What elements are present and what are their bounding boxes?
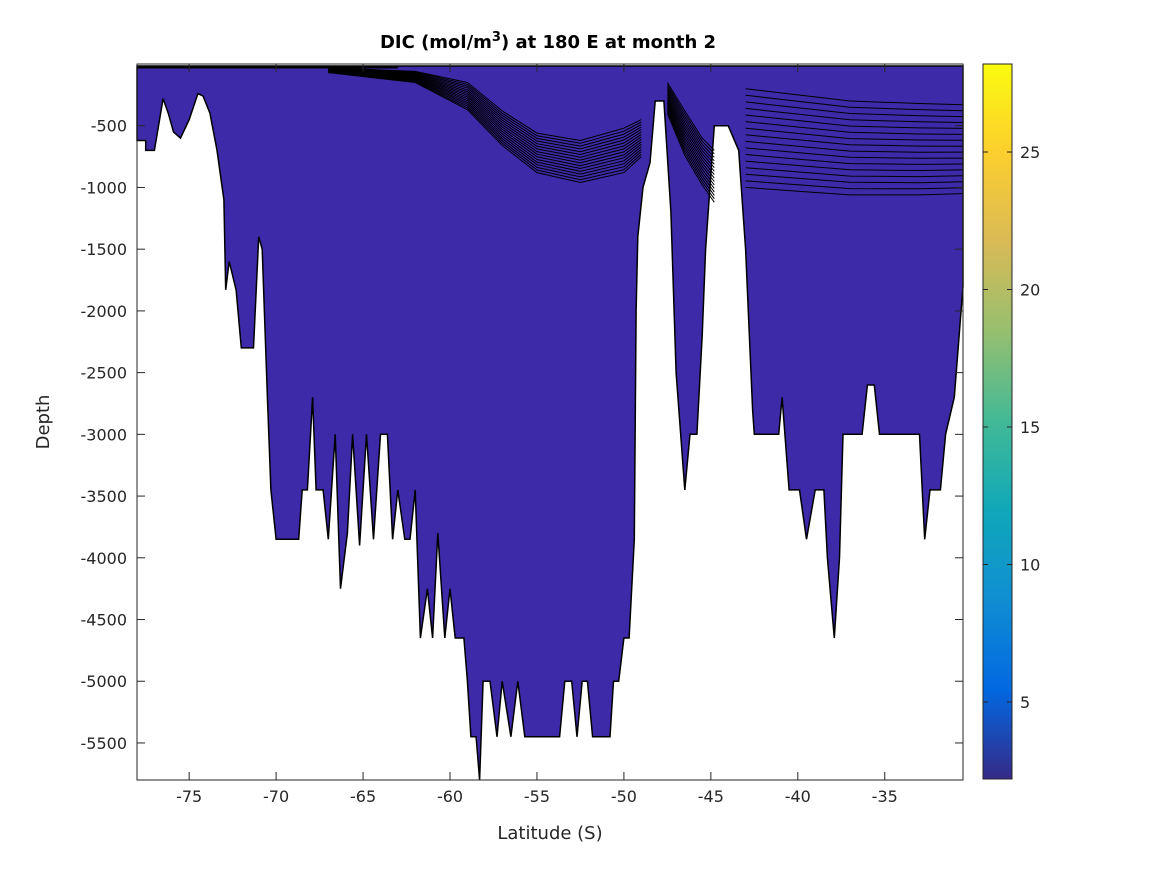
contour-line-east bbox=[745, 121, 964, 135]
y-tick-label: -500 bbox=[91, 117, 127, 136]
contour-line-middle bbox=[666, 113, 715, 203]
x-tick-label: -65 bbox=[350, 787, 376, 806]
contour-line-east bbox=[745, 147, 964, 159]
colorbar: 5 10 15 20 25 bbox=[982, 63, 1040, 780]
contour-line-middle bbox=[666, 111, 715, 200]
plot-area bbox=[136, 63, 964, 781]
y-tick-label: -2500 bbox=[81, 364, 128, 383]
title-text-before: DIC (mol/m bbox=[380, 32, 492, 53]
chart-title: DIC (mol/m3) at 180 E at month 2 bbox=[380, 30, 716, 53]
contour-line-west bbox=[328, 71, 642, 175]
title-text-after: ) at 180 E at month 2 bbox=[501, 32, 716, 53]
contour-line-east bbox=[745, 127, 964, 141]
y-tick-label: -3000 bbox=[81, 425, 128, 444]
contour-line-west bbox=[328, 69, 642, 161]
y-tick-label: -2000 bbox=[81, 302, 128, 321]
y-tick-label: -3500 bbox=[81, 487, 128, 506]
title-superscript: 3 bbox=[492, 30, 501, 45]
colorbar-tick-label: 20 bbox=[1020, 281, 1040, 300]
y-tick-label: -4000 bbox=[81, 549, 128, 568]
contour-line-middle bbox=[666, 98, 715, 179]
x-tick-label: -55 bbox=[524, 787, 550, 806]
y-tick-label: -5000 bbox=[81, 672, 128, 691]
colorbar-tick-label: 15 bbox=[1020, 418, 1040, 437]
x-axis: -75 -70 -65 -60 -55 -50 -45 -40 -35 bbox=[176, 64, 898, 806]
contour-line-middle bbox=[666, 104, 715, 189]
contour-line-west bbox=[328, 69, 642, 164]
contour-line-west bbox=[328, 71, 642, 181]
contour-line-east bbox=[745, 134, 964, 147]
contour-line-west bbox=[328, 72, 642, 184]
contour-line-west bbox=[328, 70, 642, 172]
colorbar-tick-label: 25 bbox=[1020, 143, 1040, 162]
x-tick-label: -40 bbox=[785, 787, 811, 806]
x-tick-label: -35 bbox=[872, 787, 898, 806]
contour-line-middle bbox=[666, 102, 715, 186]
contour-line-west bbox=[328, 67, 642, 147]
contour-line-middle bbox=[666, 106, 715, 193]
contour-line-east bbox=[745, 160, 964, 172]
ocean-fill-region bbox=[136, 65, 964, 781]
y-tick-label: -5500 bbox=[81, 734, 128, 753]
contour-line-middle bbox=[666, 88, 715, 162]
contour-line-west bbox=[328, 69, 642, 158]
y-axis-label: Depth bbox=[33, 395, 54, 450]
colorbar-tick-label: 5 bbox=[1020, 693, 1030, 712]
plot-frame bbox=[136, 63, 964, 781]
x-tick-label: -75 bbox=[176, 787, 202, 806]
y-tick-label: -1000 bbox=[81, 178, 128, 197]
contour-line-east bbox=[745, 186, 964, 196]
contour-line-west bbox=[328, 70, 642, 170]
contour-line-west bbox=[328, 71, 642, 178]
contour-line-west bbox=[328, 70, 642, 167]
y-axis: -500 -1000 -1500 -2000 -2500 -3000 -3500 -4000 -… bbox=[81, 117, 963, 753]
contour-line-west bbox=[328, 68, 642, 153]
contour-line-middle bbox=[666, 100, 715, 182]
x-tick-label: -45 bbox=[698, 787, 724, 806]
y-tick-label: -4500 bbox=[81, 611, 128, 630]
contour-line-middle bbox=[666, 94, 715, 172]
colorbar-tick-label: 10 bbox=[1020, 556, 1040, 575]
contour-line-middle bbox=[666, 82, 715, 151]
contour-line-middle bbox=[666, 92, 715, 169]
colorbar-ticks: 5 10 15 20 25 bbox=[983, 143, 1040, 712]
contour-line-east bbox=[745, 167, 964, 178]
contour-line-middle bbox=[666, 96, 715, 175]
x-tick-label: -60 bbox=[437, 787, 463, 806]
contour-line-east bbox=[745, 107, 964, 123]
contour-line-west bbox=[328, 68, 642, 150]
contour-line-west bbox=[328, 67, 642, 144]
x-axis-label: Latitude (S) bbox=[497, 823, 602, 844]
contour-line-west bbox=[328, 68, 642, 156]
contour-line-middle bbox=[666, 84, 715, 155]
contour-line-east bbox=[745, 154, 964, 165]
contour-lines bbox=[328, 67, 964, 203]
colorbar-gradient bbox=[982, 63, 1013, 780]
contour-line-east bbox=[745, 114, 964, 129]
contour-line-middle bbox=[666, 86, 715, 158]
x-tick-label: -50 bbox=[611, 787, 637, 806]
contour-line-west bbox=[328, 67, 642, 142]
contour-line-east bbox=[745, 180, 964, 190]
contour-line-east bbox=[745, 94, 964, 112]
y-tick-label: -1500 bbox=[81, 240, 128, 259]
contour-line-middle bbox=[666, 90, 715, 165]
contour-line-east bbox=[745, 140, 964, 153]
contour-line-middle bbox=[666, 109, 715, 196]
contour-line-east bbox=[745, 101, 964, 118]
contour-line-east bbox=[745, 173, 964, 184]
x-tick-label: -70 bbox=[263, 787, 289, 806]
contour-line-east bbox=[745, 88, 964, 106]
